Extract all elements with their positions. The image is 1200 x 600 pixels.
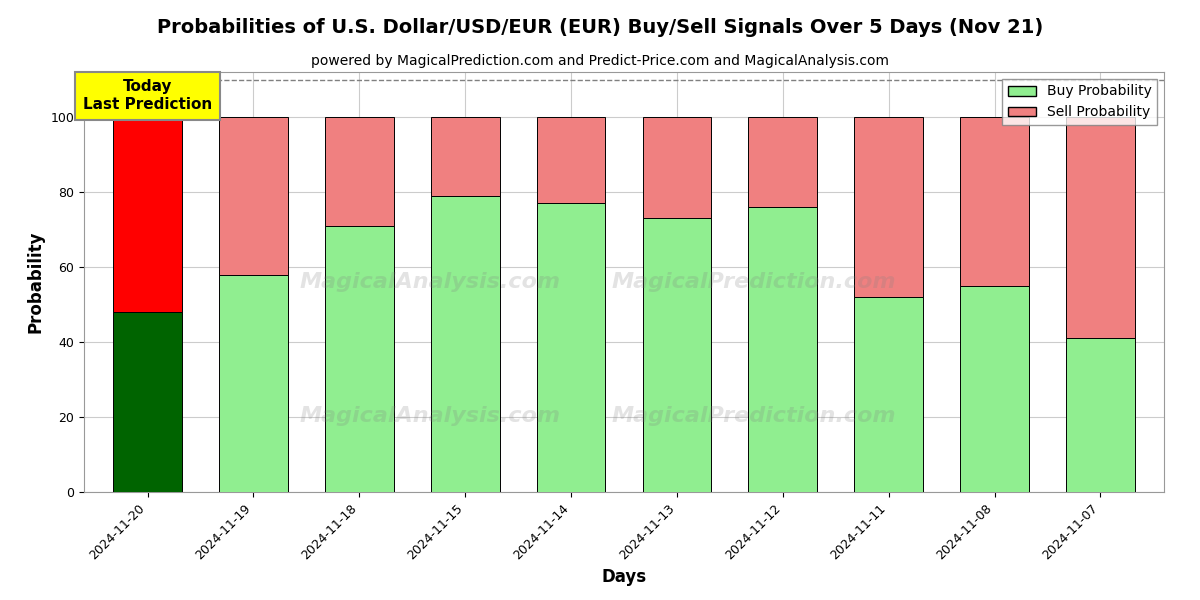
- Bar: [1066, 117, 1135, 338]
- Text: MagicalPrediction.com: MagicalPrediction.com: [611, 406, 896, 427]
- Bar: [1066, 338, 1135, 492]
- Bar: [431, 117, 499, 196]
- Bar: [854, 117, 923, 297]
- Bar: [113, 312, 182, 492]
- Bar: [642, 218, 712, 492]
- Bar: [642, 117, 712, 218]
- Text: Today
Last Prediction: Today Last Prediction: [83, 79, 212, 112]
- X-axis label: Days: Days: [601, 568, 647, 586]
- Bar: [536, 203, 606, 492]
- Text: MagicalAnalysis.com: MagicalAnalysis.com: [299, 272, 560, 292]
- Y-axis label: Probability: Probability: [26, 231, 44, 333]
- Legend: Buy Probability, Sell Probability: Buy Probability, Sell Probability: [1002, 79, 1157, 125]
- Bar: [536, 117, 606, 203]
- Bar: [960, 286, 1030, 492]
- Text: Probabilities of U.S. Dollar/USD/EUR (EUR) Buy/Sell Signals Over 5 Days (Nov 21): Probabilities of U.S. Dollar/USD/EUR (EU…: [157, 18, 1043, 37]
- Bar: [325, 117, 394, 226]
- Bar: [325, 226, 394, 492]
- Bar: [854, 297, 923, 492]
- Bar: [113, 117, 182, 312]
- Text: powered by MagicalPrediction.com and Predict-Price.com and MagicalAnalysis.com: powered by MagicalPrediction.com and Pre…: [311, 54, 889, 68]
- Bar: [960, 117, 1030, 286]
- Text: MagicalPrediction.com: MagicalPrediction.com: [611, 272, 896, 292]
- Bar: [749, 207, 817, 492]
- Text: MagicalAnalysis.com: MagicalAnalysis.com: [299, 406, 560, 427]
- Bar: [749, 117, 817, 207]
- Bar: [220, 117, 288, 275]
- Bar: [431, 196, 499, 492]
- Bar: [220, 275, 288, 492]
